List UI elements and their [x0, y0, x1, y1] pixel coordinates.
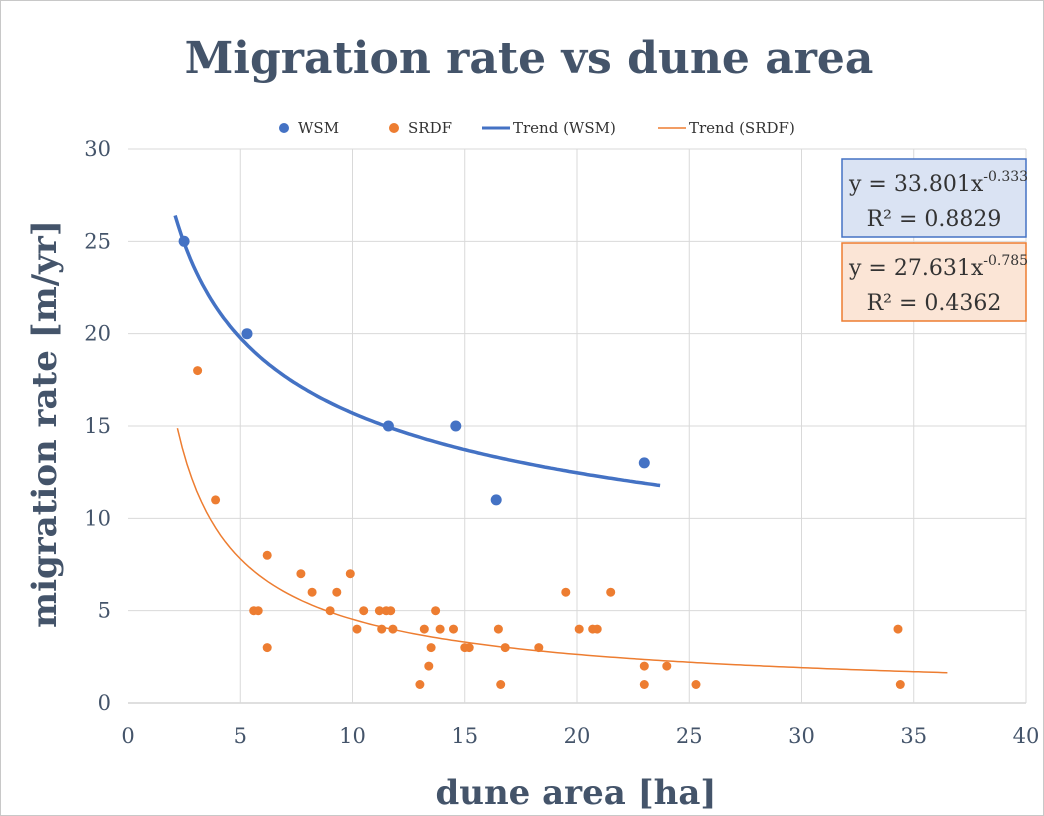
- data-point-srdf: [691, 680, 701, 689]
- data-point-srdf: [561, 587, 571, 597]
- data-point-wsm: [382, 420, 394, 432]
- x-tick-label: 40: [1013, 724, 1040, 748]
- data-point-srdf: [639, 680, 649, 689]
- x-tick-label: 0: [121, 724, 134, 748]
- data-point-srdf: [388, 624, 398, 634]
- data-point-srdf: [464, 643, 474, 653]
- equation-box-srdf: y = 27.631x-0.785 R² = 0.4362: [841, 242, 1028, 322]
- equation-wsm: y = 33.801x-0.333: [848, 169, 1028, 197]
- data-point-srdf: [534, 643, 544, 653]
- trendline-trend-wsm: [173, 214, 661, 488]
- data-point-srdf: [307, 587, 317, 597]
- y-tick-label: 15: [84, 414, 111, 438]
- data-points: [178, 235, 905, 689]
- data-point-srdf: [606, 587, 616, 597]
- data-point-wsm: [490, 494, 502, 506]
- data-point-srdf: [435, 624, 445, 634]
- x-tick-label: 10: [339, 724, 366, 748]
- r-squared-srdf: R² = 0.4362: [867, 291, 1002, 316]
- data-point-wsm: [178, 235, 190, 247]
- y-tick-label: 25: [84, 229, 111, 253]
- equation-srdf-exponent: -0.785: [983, 253, 1028, 269]
- data-point-srdf: [193, 366, 203, 376]
- data-point-srdf: [325, 606, 335, 616]
- data-point-wsm: [241, 328, 253, 340]
- data-point-srdf: [662, 661, 672, 671]
- data-point-wsm: [638, 457, 650, 469]
- data-point-srdf: [352, 624, 362, 634]
- chart-title: Migration rate vs dune area: [185, 33, 874, 84]
- data-point-srdf: [262, 550, 272, 560]
- x-tick-label: 30: [788, 724, 815, 748]
- x-axis-title: dune area [ha]: [435, 773, 716, 813]
- equation-box-wsm: y = 33.801x-0.333 R² = 0.8829: [841, 158, 1028, 238]
- equation-srdf: y = 27.631x-0.785: [848, 253, 1028, 281]
- data-point-srdf: [332, 587, 342, 597]
- y-tick-label: 5: [98, 599, 111, 623]
- data-point-srdf: [592, 624, 602, 634]
- legend-label-trend-srdf: Trend (SRDF): [689, 119, 795, 137]
- data-point-srdf: [449, 624, 458, 634]
- data-point-srdf: [296, 569, 306, 579]
- legend: WSM SRDF Trend (WSM) Trend (SRDF): [279, 119, 795, 137]
- equation-box-srdf-frame: [841, 242, 1027, 322]
- data-point-srdf: [415, 680, 425, 689]
- data-point-srdf: [639, 661, 649, 671]
- legend-label-srdf: SRDF: [408, 119, 452, 137]
- gridlines: [128, 148, 1027, 704]
- y-axis-ticks: 0 5 10 15 20 25 30: [84, 137, 111, 715]
- data-point-srdf: [374, 606, 384, 616]
- data-point-wsm: [450, 420, 462, 432]
- data-point-srdf: [253, 606, 263, 616]
- equation-srdf-lead: y = 27.631x: [848, 256, 984, 281]
- data-point-srdf: [893, 624, 903, 634]
- data-point-srdf: [574, 624, 584, 634]
- data-point-srdf: [493, 624, 503, 634]
- trendlines: [173, 214, 948, 674]
- trendline-trend-srdf: [176, 428, 948, 674]
- data-point-srdf: [431, 606, 441, 616]
- legend-marker-wsm: [279, 123, 289, 133]
- x-tick-label: 35: [900, 724, 927, 748]
- data-point-srdf: [262, 643, 272, 653]
- x-axis-ticks: 0 5 10 15 20 25 30 35 40: [121, 724, 1039, 748]
- legend-label-wsm: WSM: [298, 119, 339, 137]
- data-point-srdf: [211, 495, 221, 505]
- legend-marker-srdf: [389, 123, 399, 133]
- y-tick-label: 30: [84, 137, 111, 161]
- equation-box-wsm-frame: [841, 158, 1027, 238]
- x-tick-label: 15: [451, 724, 478, 748]
- y-tick-label: 0: [98, 691, 111, 715]
- data-point-srdf: [386, 606, 396, 616]
- data-point-srdf: [426, 643, 436, 653]
- y-tick-label: 20: [84, 322, 111, 346]
- data-point-srdf: [424, 661, 434, 671]
- data-point-srdf: [345, 569, 355, 579]
- x-tick-label: 20: [564, 724, 591, 748]
- data-point-srdf: [377, 624, 387, 634]
- equation-wsm-lead: y = 33.801x: [848, 172, 984, 197]
- equation-wsm-exponent: -0.333: [983, 169, 1028, 185]
- data-point-srdf: [500, 643, 510, 653]
- data-point-srdf: [359, 606, 369, 616]
- y-tick-label: 10: [84, 506, 111, 530]
- y-axis-title: migration rate [m/yr]: [25, 220, 65, 628]
- x-tick-label: 25: [676, 724, 703, 748]
- x-tick-label: 5: [234, 724, 247, 748]
- r-squared-wsm: R² = 0.8829: [867, 207, 1002, 232]
- legend-label-trend-wsm: Trend (WSM): [513, 119, 616, 137]
- data-point-srdf: [419, 624, 429, 634]
- data-point-srdf: [895, 680, 905, 689]
- data-point-srdf: [496, 680, 506, 689]
